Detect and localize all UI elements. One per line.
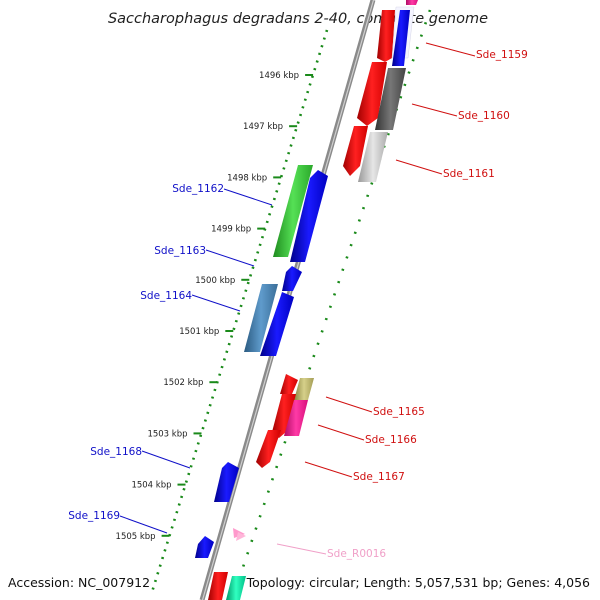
tick-label: 1497 kbp (243, 122, 283, 132)
gene-label[interactable]: Sde_1168 (90, 446, 142, 458)
gene-features (195, 0, 418, 600)
gene-feature-1163 (282, 266, 302, 291)
gene-feature-magenta-top (406, 0, 418, 5)
gene-labels-left: Sde_1162 Sde_1163 Sde_1164 Sde_1168 Sde_… (68, 183, 224, 522)
gene-feature-1161a (343, 126, 368, 176)
gene-label[interactable]: Sde_1162 (172, 183, 224, 195)
leader-lines (119, 42, 476, 555)
gene-feature-1160 (357, 62, 387, 126)
tick-label: 1505 kbp (116, 532, 156, 542)
tick-label: 1499 kbp (211, 225, 251, 235)
gene-feature-1162-green (273, 165, 313, 257)
gene-label[interactable]: Sde_1166 (365, 434, 417, 446)
gene-feature-1162-blue (290, 170, 328, 262)
gene-feature-1168 (214, 462, 239, 502)
tick-label: 1503 kbp (147, 429, 187, 439)
genome-summary-text: Topology: circular; Length: 5,057,531 bp… (246, 575, 590, 590)
gene-label[interactable]: Sde_1159 (476, 49, 528, 61)
tick-label: 1496 kbp (259, 71, 299, 81)
gene-feature-dark (375, 68, 406, 130)
tick-label: 1500 kbp (195, 276, 235, 286)
accession-text: Accession: NC_007912 (8, 575, 150, 590)
gene-feature-blue-top (392, 10, 410, 66)
gene-label[interactable]: Sde_1160 (458, 110, 510, 122)
gene-label[interactable]: Sde_1164 (140, 290, 192, 302)
gene-label[interactable]: Sde_1169 (68, 510, 120, 522)
gene-feature-1167 (256, 430, 281, 468)
gene-feature-1159 (377, 10, 395, 62)
gene-feature-1166b (284, 400, 308, 436)
gene-feature-1169 (195, 536, 214, 558)
gene-feature-1165a (280, 374, 298, 394)
gene-label[interactable]: Sde_1167 (353, 471, 405, 483)
gene-label[interactable]: Sde_1165 (373, 406, 425, 418)
gene-feature-1161b (358, 132, 388, 182)
gene-feature-1164-blue (260, 292, 294, 356)
gene-label[interactable]: Sde_1163 (154, 245, 206, 257)
gene-labels-right: Sde_1159 Sde_1160 Sde_1161 Sde_1165 Sde_… (327, 49, 528, 560)
gene-label[interactable]: Sde_1161 (443, 168, 495, 180)
tick-label: 1501 kbp (179, 327, 219, 337)
tick-labels: 1496 kbp 1497 kbp 1498 kbp 1499 kbp 1500 kbp… (116, 71, 314, 542)
gene-feature-1165b (294, 378, 314, 400)
gene-feature-1166a (272, 394, 296, 438)
gene-label[interactable]: Sde_R0016 (327, 548, 386, 560)
map-title: Saccharophagus degradans 2-40, complete … (108, 11, 488, 27)
tick-label: 1498 kbp (227, 173, 267, 183)
gene-feature-bottom-red (208, 572, 228, 600)
gene-feature-bottom-teal (226, 576, 246, 600)
tick-label: 1502 kbp (163, 378, 203, 388)
gene-feature-1164-steel (244, 284, 278, 352)
gene-feature-r0016b (236, 532, 246, 541)
tick-label: 1504 kbp (131, 481, 171, 491)
